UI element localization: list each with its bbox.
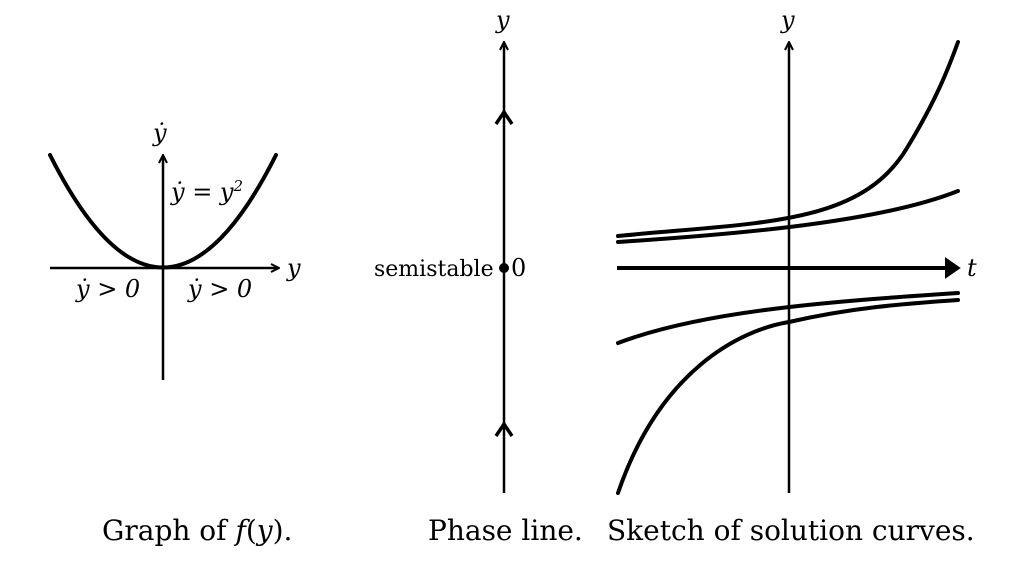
left-sign-label: ẏ > 0 [75, 275, 140, 303]
semistable-label: semistable [374, 257, 494, 282]
solution-curve-upper-gentle [616, 189, 960, 244]
graph-panel: ẏ y ẏ = y2 ẏ > 0 ẏ > 0 Graph of f(y). [48, 119, 301, 547]
equilibrium-point [499, 263, 509, 273]
equilibrium-value-label: 0 [511, 254, 526, 282]
solution-curve-lower-gentle [616, 291, 960, 345]
phase-line-panel: semistable 0 y Phase line. [374, 6, 583, 547]
right-sign-label: ẏ > 0 [187, 275, 252, 303]
upper-flow-arrow [494, 108, 514, 125]
graph-caption: Graph of f(y). [102, 514, 292, 547]
phase-line-caption: Phase line. [428, 514, 583, 547]
parabola-curve [48, 153, 278, 270]
phase-line-y-label: y [495, 6, 510, 34]
y-axis-label: y [286, 254, 301, 282]
ydot-axis-label: ẏ [152, 119, 167, 147]
equation-label: ẏ = y2 [170, 177, 243, 206]
solution-curves-panel: t y Sketch of solution curves. [607, 6, 977, 547]
t-axis-arrowhead [945, 257, 961, 279]
solution-curves-caption: Sketch of solution curves. [607, 514, 975, 547]
lower-flow-arrow [494, 420, 514, 437]
solution-y-label: y [780, 6, 795, 34]
solution-curve-upper-steep [616, 40, 960, 238]
t-axis-label: t [967, 254, 977, 282]
solution-curve-lower-steep [616, 298, 960, 495]
